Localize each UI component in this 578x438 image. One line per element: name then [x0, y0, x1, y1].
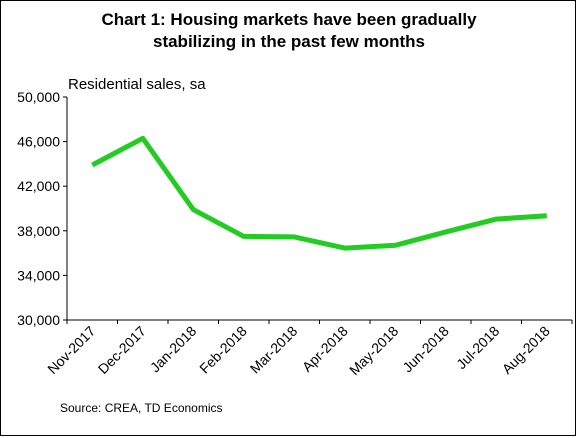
x-tick-label: Dec-2017 — [95, 323, 149, 377]
series-line — [91, 135, 547, 251]
source-note: Source: CREA, TD Economics — [60, 401, 223, 415]
y-tick-label: 38,000 — [17, 223, 60, 239]
x-ticks: Nov-2017Dec-2017Jan-2018Feb-2018Mar-2018… — [44, 320, 573, 378]
y-tick-label: 42,000 — [17, 178, 60, 194]
x-tick-label: Nov-2017 — [44, 323, 98, 377]
x-tick-label: Feb-2018 — [196, 323, 250, 377]
y-tick-label: 46,000 — [17, 134, 60, 150]
x-tick-label: Apr-2018 — [299, 323, 351, 375]
x-tick-label: Jan-2018 — [147, 323, 200, 376]
y-ticks: 30,000 34,000 38,000 42,000 46,000 50,000 — [17, 89, 67, 328]
y-tick-label: 50,000 — [17, 89, 60, 105]
y-tick-label: 34,000 — [17, 267, 60, 283]
x-tick-label: Jun-2018 — [399, 323, 452, 376]
chart-title-line-1: Chart 1: Housing markets have been gradu… — [101, 10, 477, 29]
y-tick-label: 30,000 — [17, 312, 60, 328]
x-tick-label: Mar-2018 — [247, 323, 301, 377]
chart-title: Chart 1: Housing markets have been gradu… — [0, 9, 578, 53]
x-tick-label: May-2018 — [346, 323, 401, 378]
axes — [66, 97, 572, 321]
x-tick-label: Aug-2018 — [499, 323, 553, 377]
y-axis-label: Residential sales, sa — [68, 76, 206, 93]
x-tick-label: Jul-2018 — [453, 323, 502, 372]
chart-title-line-2: stabilizing in the past few months — [152, 32, 426, 51]
series-group — [91, 135, 547, 251]
